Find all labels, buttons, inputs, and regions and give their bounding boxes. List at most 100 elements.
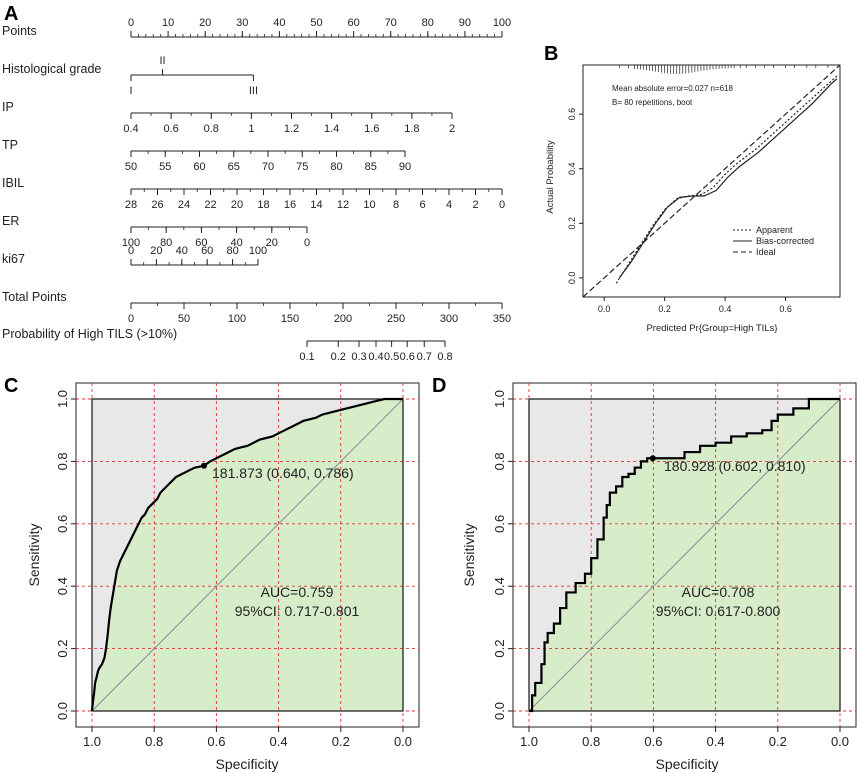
rocD-x-tick-label: 0.0	[831, 734, 849, 749]
nomogram-tick-label: 20	[199, 17, 211, 29]
rocD-y-tick-label: 0.8	[492, 452, 507, 470]
nomogram-tick-label: 18	[257, 199, 269, 211]
nomogram-tick-label: 0	[499, 199, 505, 211]
nomogram-tick-label: 12	[337, 199, 349, 211]
calibration-series-apparent	[615, 75, 838, 284]
nomogram-tick-label: 0	[128, 313, 134, 325]
calibration-panel: Mean absolute error=0.027 n=618 B= 80 re…	[545, 64, 841, 334]
roc-validation-panel: 1.0 0.8 0.6 0.4 0.2 0.0 0.0 0.2 0.4 0.6 0.8 1.0 180.…	[461, 382, 857, 772]
roc-validation-x-label: Specificity	[655, 756, 718, 772]
nomogram-tick-label: 0.2	[331, 351, 346, 363]
nomogram-tick-label: 80	[330, 161, 342, 173]
calibration-legend-label: Ideal	[756, 247, 776, 257]
calibration-x-tick-label: 0.6	[779, 304, 792, 314]
nomogram-row-label-er: ER	[2, 214, 19, 228]
nomogram-tick-label: 4	[446, 199, 452, 211]
nomogram-tick-label: 90	[459, 17, 471, 29]
nomogram-tick-label: 90	[399, 161, 411, 173]
nomogram-tick-label: III	[249, 85, 258, 97]
calibration-legend-label: Bias-corrected	[756, 236, 814, 246]
nomogram-tick-label: II	[159, 55, 165, 67]
nomogram-tick-label: 80	[160, 237, 172, 249]
rocD-diagonal	[528, 398, 841, 712]
calibration-y-tick-label: 0.0	[567, 272, 577, 285]
nomogram-row-label-ki67: ki67	[2, 252, 25, 266]
rocC-y-tick-label: 0.6	[55, 515, 70, 533]
nomogram-tick-label: 1.4	[324, 123, 339, 135]
rocD-curve	[529, 397, 840, 713]
nomogram-tick-label: I	[129, 85, 132, 97]
nomogram-tick-label: 16	[284, 199, 296, 211]
rocC-y-tick-label: 0.4	[55, 577, 70, 595]
nomogram-tick-label: 24	[178, 199, 190, 211]
rocC-y-tick-label: 0.0	[55, 702, 70, 720]
calibration-y-label: Actual Probability	[545, 140, 556, 214]
nomogram-tick-label: 2	[449, 123, 455, 135]
roc-training-panel: 1.0 0.8 0.6 0.4 0.2 0.0 0.0 0.2 0.4 0.6 0.8 1.0 181.…	[26, 382, 420, 772]
rocC-y-tick-label: 1.0	[55, 390, 70, 408]
nomogram-tick-label: 100	[493, 17, 511, 29]
roc-validation-auc: AUC=0.708	[682, 584, 755, 600]
panel-label-c: C	[4, 375, 18, 397]
calibration-x-label: Predicted Pr{Group=High TILs}	[646, 323, 777, 334]
calibration-frame	[582, 64, 841, 298]
nomogram-tick-label: 70	[262, 161, 274, 173]
nomogram-row-label-tp: TP	[2, 138, 18, 152]
nomogram-tick-label: 100	[228, 313, 246, 325]
nomogram-tick-label: 28	[125, 199, 137, 211]
rocD-x-tick-label: 0.8	[582, 734, 600, 749]
rocC-x-tick-label: 0.2	[332, 734, 350, 749]
rocC-y-tick-label: 0.8	[55, 452, 70, 470]
nomogram-tick-label: 0.7	[417, 351, 432, 363]
nomogram-tick-label: 250	[387, 313, 405, 325]
nomogram-tick-label: 20	[150, 245, 162, 257]
rocD-x-tick-label: 1.0	[520, 734, 538, 749]
nomogram-tick-label: 1.8	[404, 123, 419, 135]
rocD-x-tick-label: 0.2	[769, 734, 787, 749]
calibration-series-ideal	[582, 64, 841, 298]
nomogram-tick-label: 40	[176, 245, 188, 257]
calibration-legend-label: Apparent	[756, 225, 793, 235]
rocC-threshold-point	[200, 462, 207, 469]
nomogram-row-label-ibil: IBIL	[2, 176, 24, 190]
nomogram-tick-label: 0	[128, 245, 134, 257]
roc-training-auc: AUC=0.759	[261, 584, 334, 600]
nomogram-tick-label: 70	[385, 17, 397, 29]
nomogram-tick-label: 0.6	[400, 351, 415, 363]
nomogram-row-label-total: Total Points	[2, 290, 67, 304]
rocD-threshold-point	[649, 455, 656, 462]
panel-label-d: D	[432, 375, 446, 397]
nomogram-tick-label: 0.1	[299, 351, 314, 363]
rocC-diagonal	[91, 398, 404, 712]
nomogram-tick-label: 60	[193, 161, 205, 173]
rocD-y-tick-label: 0.6	[492, 515, 507, 533]
nomogram-tick-label: 50	[178, 313, 190, 325]
roc-validation-ci: 95%CI: 0.617-0.800	[656, 603, 781, 619]
roc-validation-threshold-label: 180.928 (0.602, 0.810)	[664, 458, 806, 474]
nomogram-tick-label: 40	[230, 237, 242, 249]
nomogram-tick-label: 85	[365, 161, 377, 173]
nomogram-tick-label: 0.4	[123, 123, 138, 135]
nomogram-row-label-grade: Histological grade	[2, 62, 101, 76]
nomogram-tick-label: 6	[419, 199, 425, 211]
nomogram-tick-label: 0.6	[163, 123, 178, 135]
rocC-x-tick-label: 0.6	[207, 734, 225, 749]
rocD-x-tick-label: 0.6	[644, 734, 662, 749]
nomogram-tick-label: 1	[248, 123, 254, 135]
nomogram-tick-label: 50	[125, 161, 137, 173]
nomogram-tick-label: 0.5	[384, 351, 399, 363]
calibration-y-tick-label: 0.2	[567, 217, 577, 230]
nomogram-row-label-prob: Probability of High TILS (>10%)	[2, 327, 177, 341]
nomogram-tick-label: 55	[159, 161, 171, 173]
nomogram-tick-label: 80	[422, 17, 434, 29]
rocC-curve	[90, 397, 403, 712]
rocC-plot-frame	[91, 398, 404, 712]
nomogram-tick-label: 1.2	[284, 123, 299, 135]
nomogram-row-label-ip: IP	[2, 100, 14, 114]
nomogram-tick-label: 65	[228, 161, 240, 173]
nomogram-tick-label: 40	[273, 17, 285, 29]
calibration-annotation-boot: B= 80 repetitions, boot	[612, 98, 693, 107]
nomogram-tick-label: 300	[440, 313, 458, 325]
calibration-x-tick-label: 0.2	[658, 304, 671, 314]
